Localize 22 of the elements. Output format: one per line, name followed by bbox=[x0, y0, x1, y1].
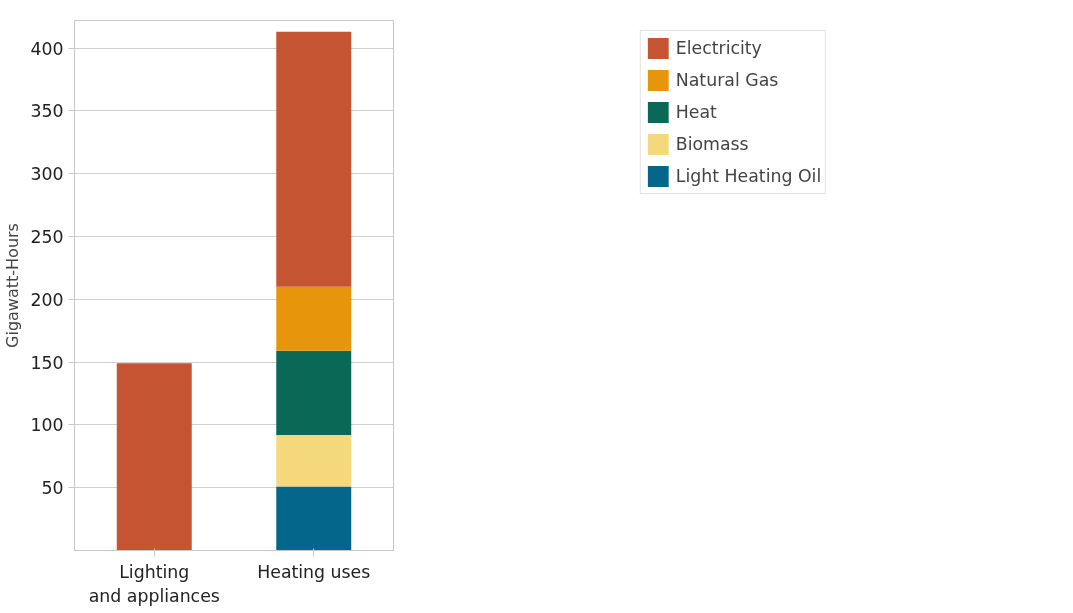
bar bbox=[276, 486, 352, 551]
bar bbox=[276, 350, 352, 435]
bar bbox=[116, 363, 192, 551]
y-tick-label: 50 bbox=[41, 478, 64, 499]
x-tick-label: Heating uses bbox=[257, 561, 371, 582]
y-tick-label: 150 bbox=[30, 352, 64, 373]
legend-label: Light Heating Oil bbox=[675, 166, 822, 186]
legend-label: Biomass bbox=[675, 134, 749, 154]
y-tick-label: 200 bbox=[30, 289, 64, 310]
legend-label: Natural Gas bbox=[675, 70, 779, 90]
y-tick-label: 250 bbox=[30, 227, 64, 248]
bar bbox=[276, 434, 352, 487]
x-tick-label: Lighting and appliances bbox=[88, 561, 220, 606]
bar bbox=[276, 286, 352, 351]
y-tick-label: 350 bbox=[30, 101, 64, 122]
y-tick-label: 300 bbox=[30, 164, 64, 185]
bar bbox=[276, 31, 352, 287]
legend-label: Heat bbox=[675, 102, 717, 122]
y-axis-title: Gigawatt-Hours bbox=[3, 223, 23, 348]
legend-label: Electricity bbox=[675, 38, 762, 58]
y-tick-label: 100 bbox=[30, 415, 64, 436]
y-tick-label: 400 bbox=[30, 38, 64, 59]
